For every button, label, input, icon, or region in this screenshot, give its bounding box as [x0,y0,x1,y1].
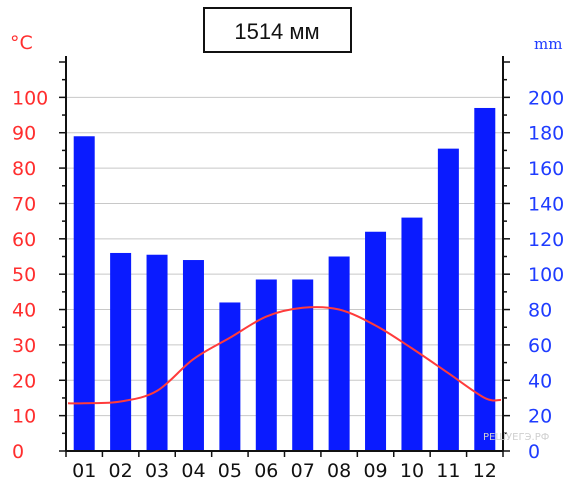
precip-bar-02 [110,252,132,451]
month-label-11: 11 [436,460,460,482]
month-label-04: 04 [181,460,205,482]
left-tick-label: 80 [12,158,36,180]
watermark: РЕШУЕГЭ.РФ [483,432,550,443]
left-tick-label: 40 [12,300,36,322]
precip-bar-08 [328,256,350,451]
month-label-05: 05 [218,460,242,482]
left-tick-label: 60 [12,229,36,251]
precipitation-bars [73,107,496,452]
month-label-09: 09 [363,460,387,482]
right-tick-label: 140 [528,193,564,215]
left-axis-unit: °C [10,32,33,54]
left-tick-label: 70 [12,193,36,215]
month-label-08: 08 [327,460,351,482]
precip-bar-12 [474,107,496,452]
right-tick-label: 100 [528,264,564,286]
precip-bar-04 [182,260,204,451]
month-label-01: 01 [72,460,96,482]
month-label-06: 06 [254,460,278,482]
right-tick-label: 200 [528,87,564,109]
month-label-12: 12 [473,460,497,482]
precip-bar-07 [292,279,314,451]
month-label-10: 10 [400,460,424,482]
right-tick-label: 120 [528,229,564,251]
left-tick-label: 50 [12,264,36,286]
chart-title: 1514 мм [234,19,319,44]
right-tick-label: 160 [528,158,564,180]
right-tick-label: 80 [528,300,552,322]
left-tick-label: 0 [12,441,24,463]
precip-bar-10 [401,217,423,451]
left-tick-label: 100 [12,87,48,109]
precip-bar-11 [437,148,459,451]
month-label-03: 03 [145,460,169,482]
axes [59,56,510,457]
precip-bar-06 [255,279,277,451]
right-tick-label: 20 [528,406,552,428]
tick-labels: 0102030405060708090100020406080100120140… [12,87,564,482]
precip-bar-09 [365,231,387,451]
precip-bar-03 [146,254,168,451]
right-tick-label: 60 [528,335,552,357]
right-axis-unit: mm [534,35,562,53]
right-tick-label: 40 [528,370,552,392]
left-tick-label: 20 [12,370,36,392]
total-precip-box: 1514 мм [203,7,352,53]
month-label-02: 02 [109,460,133,482]
right-tick-label: 180 [528,123,564,145]
temperature-line [67,306,502,405]
right-tick-label: 0 [528,441,540,463]
left-tick-label: 90 [12,123,36,145]
precip-bar-01 [73,136,95,451]
month-label-07: 07 [291,460,315,482]
left-tick-label: 30 [12,335,36,357]
grid-lines [66,96,503,417]
precip-bar-05 [219,302,241,451]
left-tick-label: 10 [12,406,36,428]
